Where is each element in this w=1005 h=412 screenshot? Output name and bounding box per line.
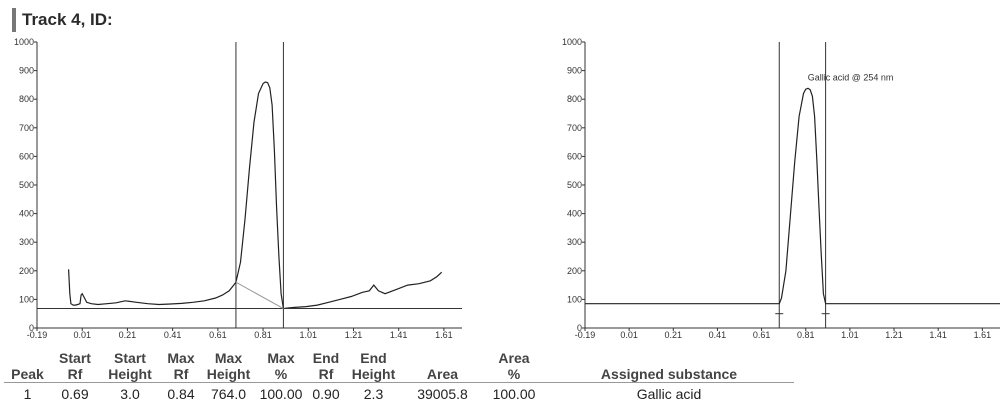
densitogram-series-line	[585, 87, 1000, 305]
table-header-cell: Area	[401, 350, 484, 383]
title-accent-bar	[12, 8, 16, 32]
x-tick-label: 1.21	[885, 330, 903, 340]
y-tick-label: 100	[567, 294, 582, 304]
x-tick-label: 1.61	[435, 330, 453, 340]
y-tick-label: 200	[567, 266, 582, 276]
table-cell: 100.00	[492, 386, 536, 402]
y-tick-label: 300	[567, 237, 582, 247]
y-tick-label: 700	[567, 123, 582, 133]
table-cell: 100.00	[259, 386, 303, 402]
x-tick-label: 0.01	[73, 330, 91, 340]
x-tick-label: 0.61	[753, 330, 771, 340]
table-cell: Gallic acid	[636, 386, 702, 402]
x-tick-label: 0.21	[119, 330, 137, 340]
y-tick-label: 100	[19, 294, 34, 304]
densitogram-chart-raw: 0 100 200 300 400 500 600 700 800 900 1000 -0.19 0.0…	[14, 37, 462, 340]
table-cell: 2.3	[363, 386, 384, 402]
peak-results-table: Peak Start Rf Start Height Max Rf Max Height Max%…	[4, 350, 794, 405]
y-tick-label: 800	[567, 94, 582, 104]
table-header-cell: Peak	[4, 350, 51, 383]
table-header-cell: Max%	[256, 350, 306, 383]
y-tick-label: 1000	[562, 37, 582, 47]
x-tick-label: 0.01	[620, 330, 638, 340]
y-tick-label: 0	[29, 323, 34, 333]
y-tick-label: 400	[19, 209, 34, 219]
x-tick-label: 1.21	[345, 330, 363, 340]
table-header-cell: Assigned substance	[544, 350, 794, 383]
table-cell: 0.90	[312, 386, 340, 402]
y-tick-label: 0	[577, 323, 582, 333]
y-tick-label: 600	[19, 151, 34, 161]
x-tick-label: 1.61	[974, 330, 992, 340]
y-tick-label: 400	[567, 209, 582, 219]
x-tick-label: -0.19	[575, 330, 596, 340]
y-tick-label: 300	[19, 237, 34, 247]
y-tick-label: 500	[19, 180, 34, 190]
table-cell: 0.84	[167, 386, 195, 402]
table-header-cell: End Rf	[306, 350, 346, 383]
table-cell: 39005.8	[417, 386, 468, 402]
table-row: 1 0.69 3.0 0.84 764.0 100.00 0.90 2.3 39005.8 100…	[4, 383, 794, 406]
x-tick-label: 1.41	[390, 330, 408, 340]
table-header-cell: End Height	[346, 350, 401, 383]
x-tick-label: 0.41	[164, 330, 182, 340]
densitogram-series-line	[68, 81, 443, 310]
y-tick-label: 700	[19, 123, 34, 133]
densitogram-chart-integrated: 0 100 200 300 400 500 600 700 800 900 1000 -0.19 0.0…	[562, 37, 1000, 340]
peak-annotation-label: Gallic acid @ 254 nm	[808, 73, 894, 83]
table-cell: 764.0	[210, 386, 247, 402]
x-tick-label: 0.61	[209, 330, 227, 340]
x-tick-label: 0.81	[254, 330, 272, 340]
track-title: Track 4, ID:	[22, 10, 113, 29]
table-cell: 0.69	[61, 386, 89, 402]
y-tick-label: 500	[567, 180, 582, 190]
x-tick-label: -0.19	[27, 330, 48, 340]
x-tick-label: 0.81	[797, 330, 815, 340]
table-header-cell: Start Rf	[51, 350, 99, 383]
y-tick-label: 600	[567, 151, 582, 161]
x-tick-label: 0.41	[709, 330, 727, 340]
table-header-cell: Area%	[484, 350, 544, 383]
integration-baseline	[235, 281, 284, 309]
x-tick-label: 0.21	[665, 330, 683, 340]
table-header-cell: Max Height	[201, 350, 256, 383]
y-tick-label: 200	[19, 266, 34, 276]
x-tick-label: 1.01	[841, 330, 859, 340]
y-tick-label: 1000	[14, 37, 34, 47]
table-header-cell: Max Rf	[161, 350, 201, 383]
x-tick-label: 1.01	[300, 330, 318, 340]
y-tick-label: 900	[19, 66, 34, 76]
y-tick-label: 800	[19, 94, 34, 104]
table-header-cell: Start Height	[99, 350, 161, 383]
table-cell: 1	[23, 386, 32, 402]
table-cell: 3.0	[120, 386, 140, 402]
x-tick-label: 1.41	[929, 330, 947, 340]
y-tick-label: 900	[567, 66, 582, 76]
